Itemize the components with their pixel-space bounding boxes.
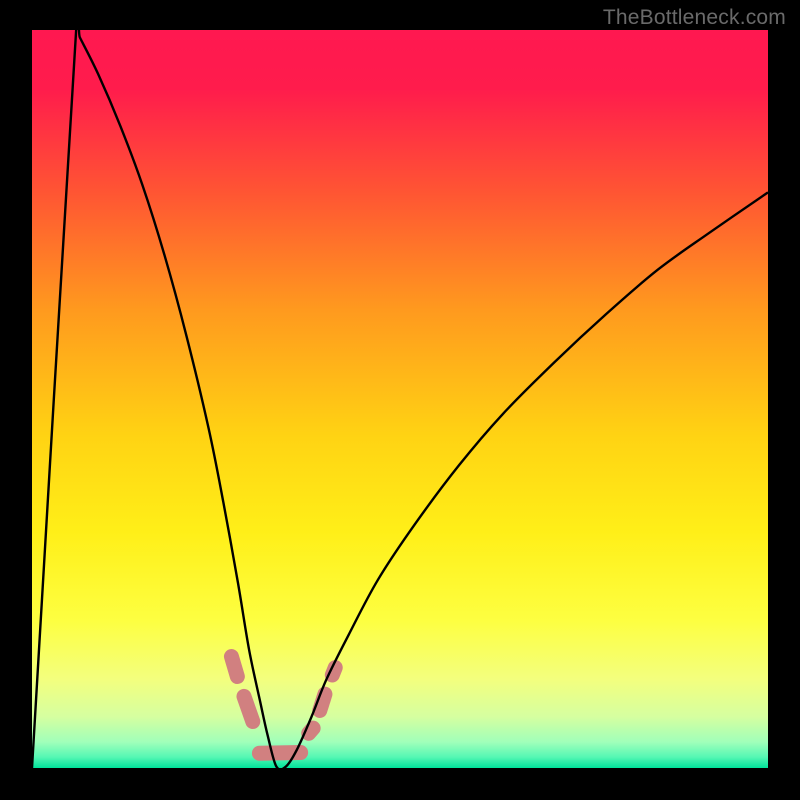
plot-svg [0,0,800,800]
watermark-label: TheBottleneck.com [603,6,786,30]
bottleneck-chart: TheBottleneck.com [0,0,800,800]
plot-background [32,30,768,768]
